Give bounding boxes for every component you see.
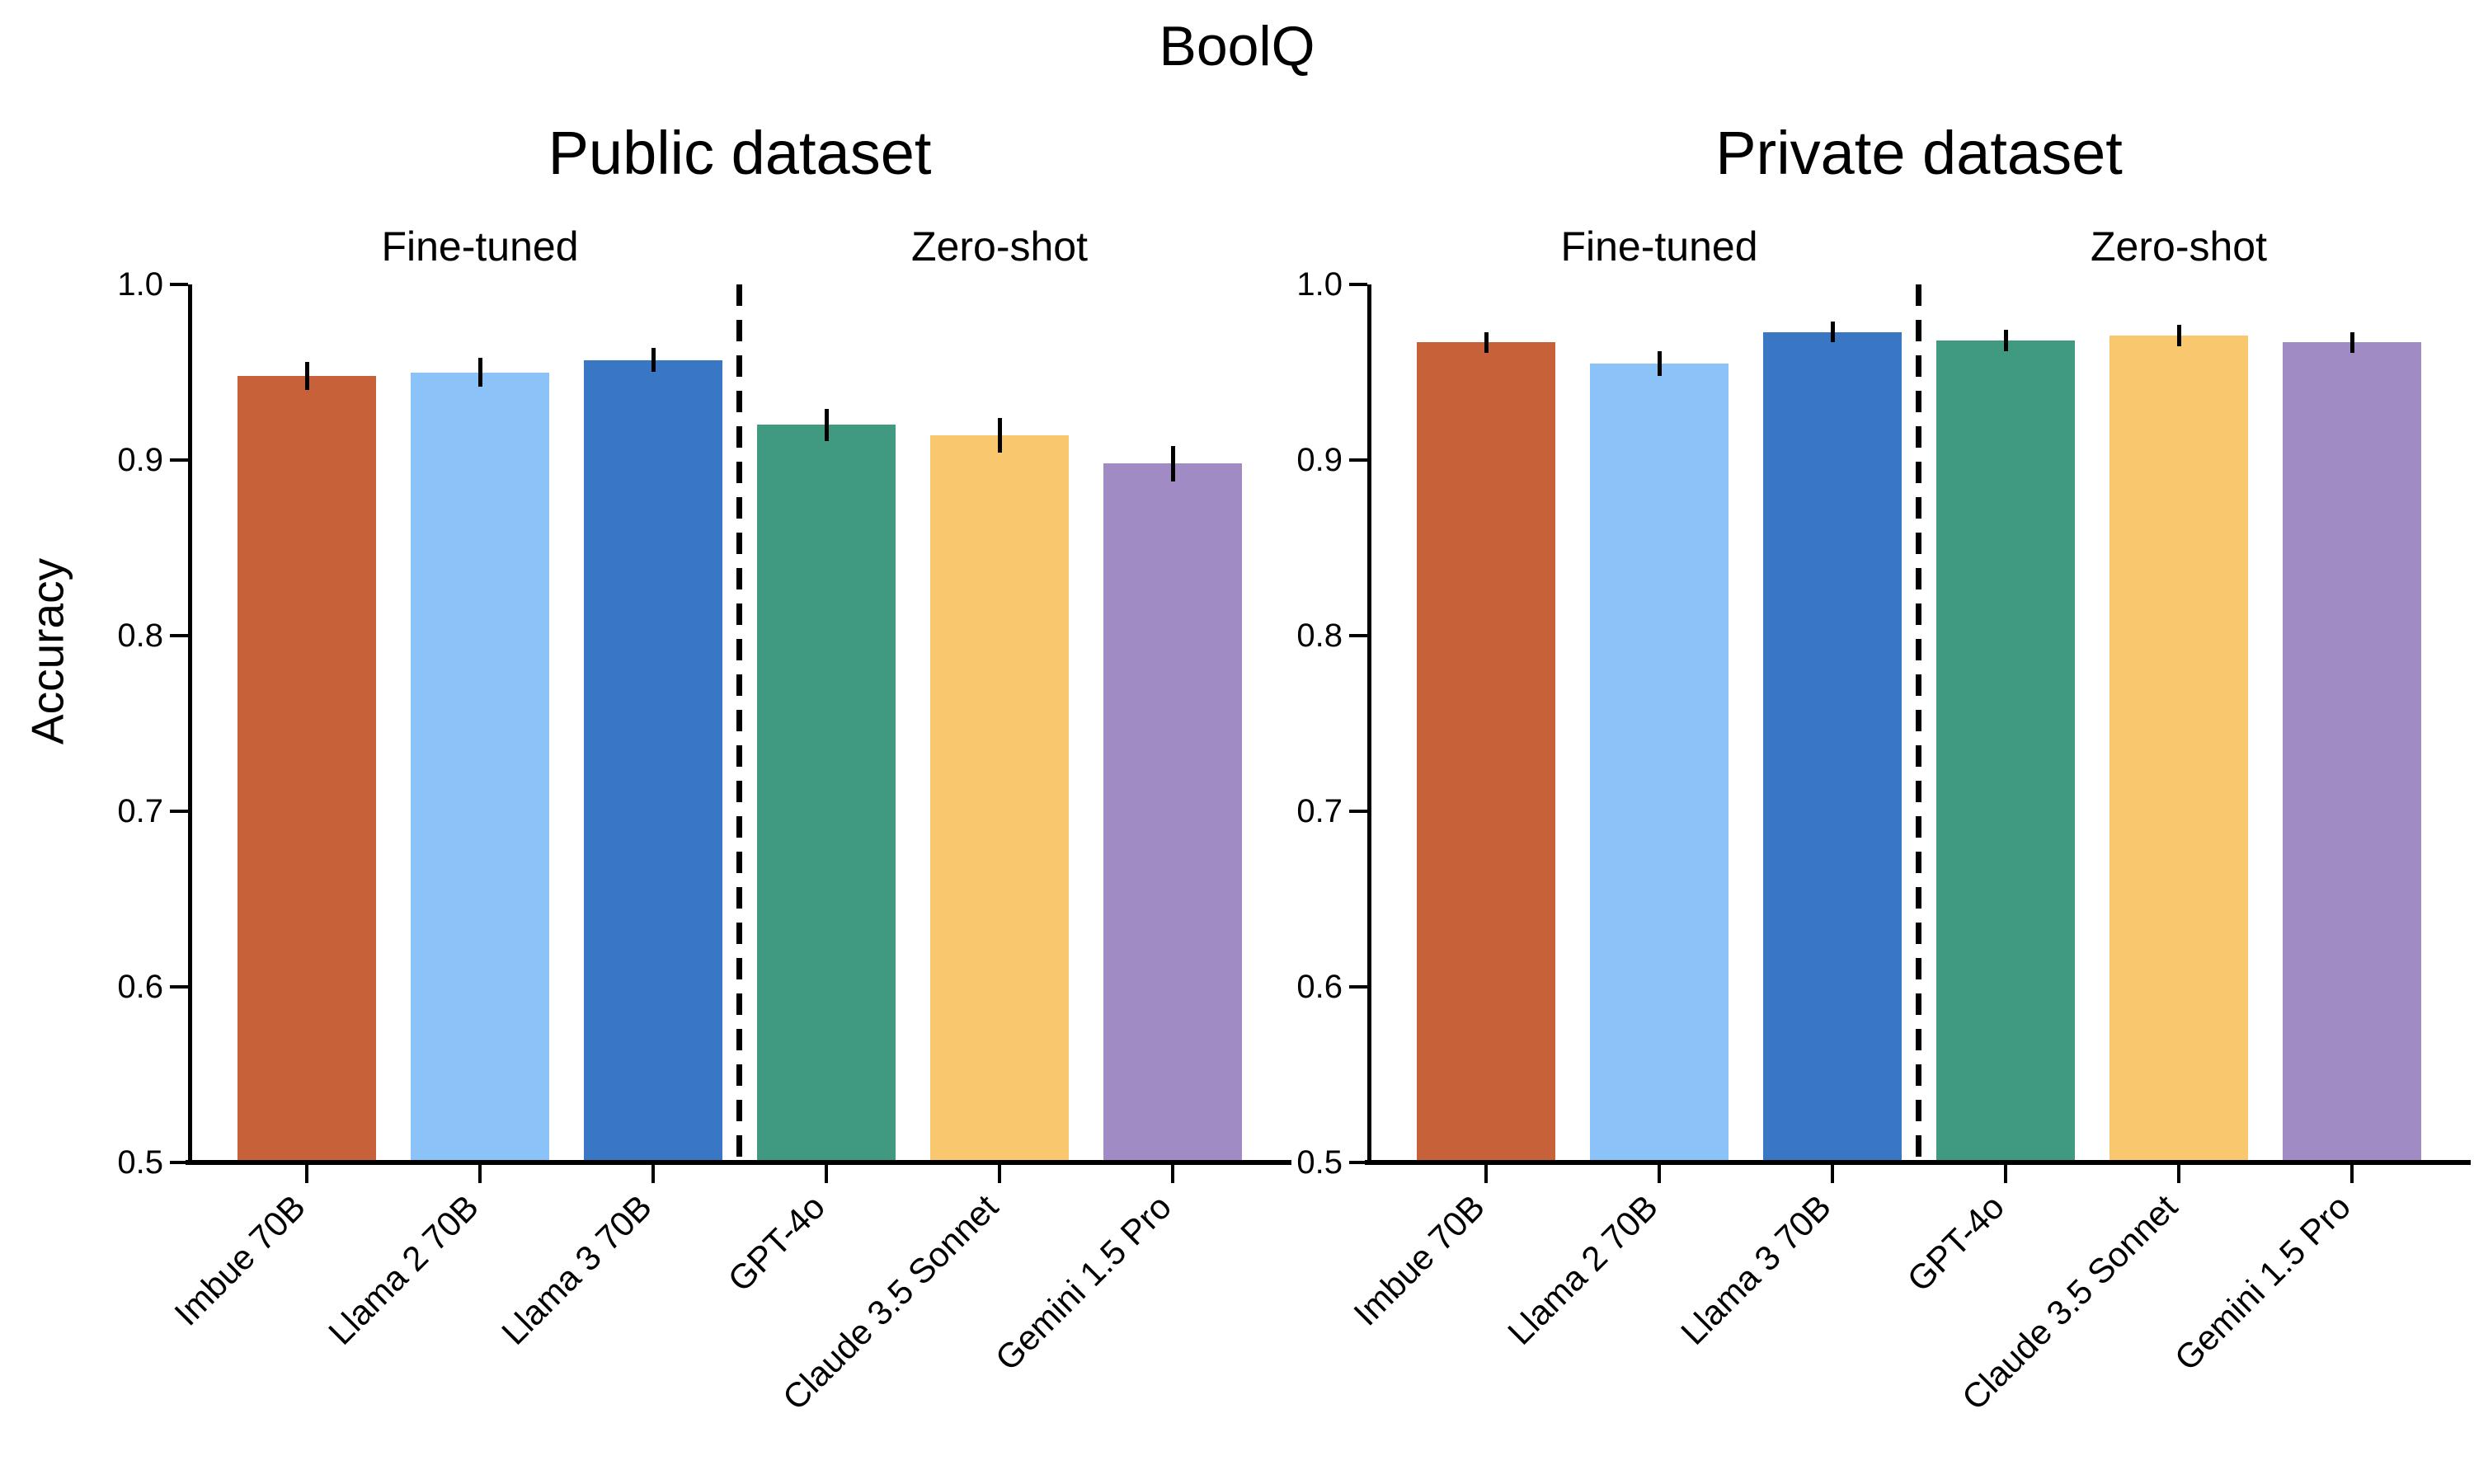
bar-imbue-70b [1417,342,1555,1162]
y-tick-0.5 [170,1161,188,1164]
y-tick-0.6 [170,985,188,989]
panel-public-dataset: Public dataset Fine-tuned Zero-shot 1.0 0… [117,120,1291,1417]
bar-gemini-1-5-pro [2283,342,2421,1162]
y-tick-1.0 [170,283,188,286]
panel-title-private: Private dataset [1715,119,2123,187]
x-tick-gpt-4o [2004,1165,2007,1183]
x-tick-imbue-70b [305,1165,308,1183]
error-bar-gpt-4o [2003,330,2008,351]
error-bar-llama-2-70b [477,358,482,387]
section-label-zero-shot: Zero-shot [911,223,1088,270]
x-tick-llama-2-70b [1658,1165,1661,1183]
group-divider-dashed-line [736,284,742,1162]
error-bar-llama-2-70b [1657,350,1662,376]
y-axis-spine [188,284,192,1165]
error-bar-llama-3-70b [1830,321,1835,343]
x-axis-spine [1365,1160,2471,1165]
y-tick-label-0.8: 0.8 [1296,618,1343,654]
bar-llama-2-70b [411,372,549,1162]
error-bar-gemini-1-5-pro [2349,331,2354,354]
x-axis-spine [186,1160,1291,1165]
bar-claude-3-5-sonnet [2109,335,2248,1162]
y-tick-1.0 [1349,283,1367,286]
bar-gpt-4o [1936,340,2075,1162]
bar-llama-3-70b [584,359,722,1162]
y-tick-label-0.5: 0.5 [1296,1144,1343,1181]
bar-claude-3-5-sonnet [930,435,1069,1162]
x-tick-gemini-1-5-pro [1171,1165,1174,1183]
y-tick-label-0.7: 0.7 [117,793,163,829]
panel-title-public: Public dataset [548,119,932,187]
x-tick-claude-3-5-sonnet [2177,1165,2180,1183]
y-tick-0.7 [170,810,188,813]
y-tick-label-0.6: 0.6 [117,969,163,1005]
y-tick-0.5 [1349,1161,1367,1164]
y-tick-label-0.6: 0.6 [1296,969,1343,1005]
x-tick-gpt-4o [825,1165,828,1183]
error-bar-gemini-1-5-pro [1170,445,1175,481]
section-label-fine-tuned: Fine-tuned [1560,223,1758,270]
x-tick-imbue-70b [1484,1165,1488,1183]
bar-llama-2-70b [1590,363,1729,1162]
y-tick-label-0.8: 0.8 [117,618,163,654]
y-tick-0.6 [1349,985,1367,989]
y-tick-label-0.7: 0.7 [1296,793,1343,829]
y-tick-0.9 [1349,458,1367,462]
y-tick-0.9 [170,458,188,462]
y-tick-label-1.0: 1.0 [117,266,163,303]
bar-imbue-70b [238,375,376,1162]
bar-gemini-1-5-pro [1103,463,1242,1162]
figure-title: BoolQ [1159,15,1315,77]
panel-private-dataset: Private dataset Fine-tuned Zero-shot 1.0… [1296,120,2471,1417]
y-tick-label-0.9: 0.9 [117,442,163,478]
section-label-zero-shot: Zero-shot [2091,223,2267,270]
error-bar-llama-3-70b [651,347,656,373]
error-bar-claude-3-5-sonnet [997,417,1002,453]
x-tick-gemini-1-5-pro [2350,1165,2354,1183]
x-tick-claude-3-5-sonnet [998,1165,1001,1183]
y-axis-spine [1367,284,1371,1165]
bar-gpt-4o [757,425,896,1162]
group-divider-dashed-line [1916,284,1921,1162]
x-tick-llama-3-70b [651,1165,655,1183]
error-bar-imbue-70b [1484,331,1489,354]
y-tick-label-1.0: 1.0 [1296,266,1343,303]
x-tick-llama-2-70b [478,1165,482,1183]
bar-llama-3-70b [1763,331,1902,1162]
error-bar-claude-3-5-sonnet [2176,324,2181,346]
y-tick-label-0.5: 0.5 [117,1144,163,1181]
y-tick-label-0.9: 0.9 [1296,442,1343,478]
error-bar-imbue-70b [304,361,309,390]
x-tick-llama-3-70b [1831,1165,1834,1183]
error-bar-gpt-4o [824,409,829,441]
y-tick-0.8 [170,634,188,637]
section-label-fine-tuned: Fine-tuned [381,223,579,270]
y-tick-0.7 [1349,810,1367,813]
y-tick-0.8 [1349,634,1367,637]
